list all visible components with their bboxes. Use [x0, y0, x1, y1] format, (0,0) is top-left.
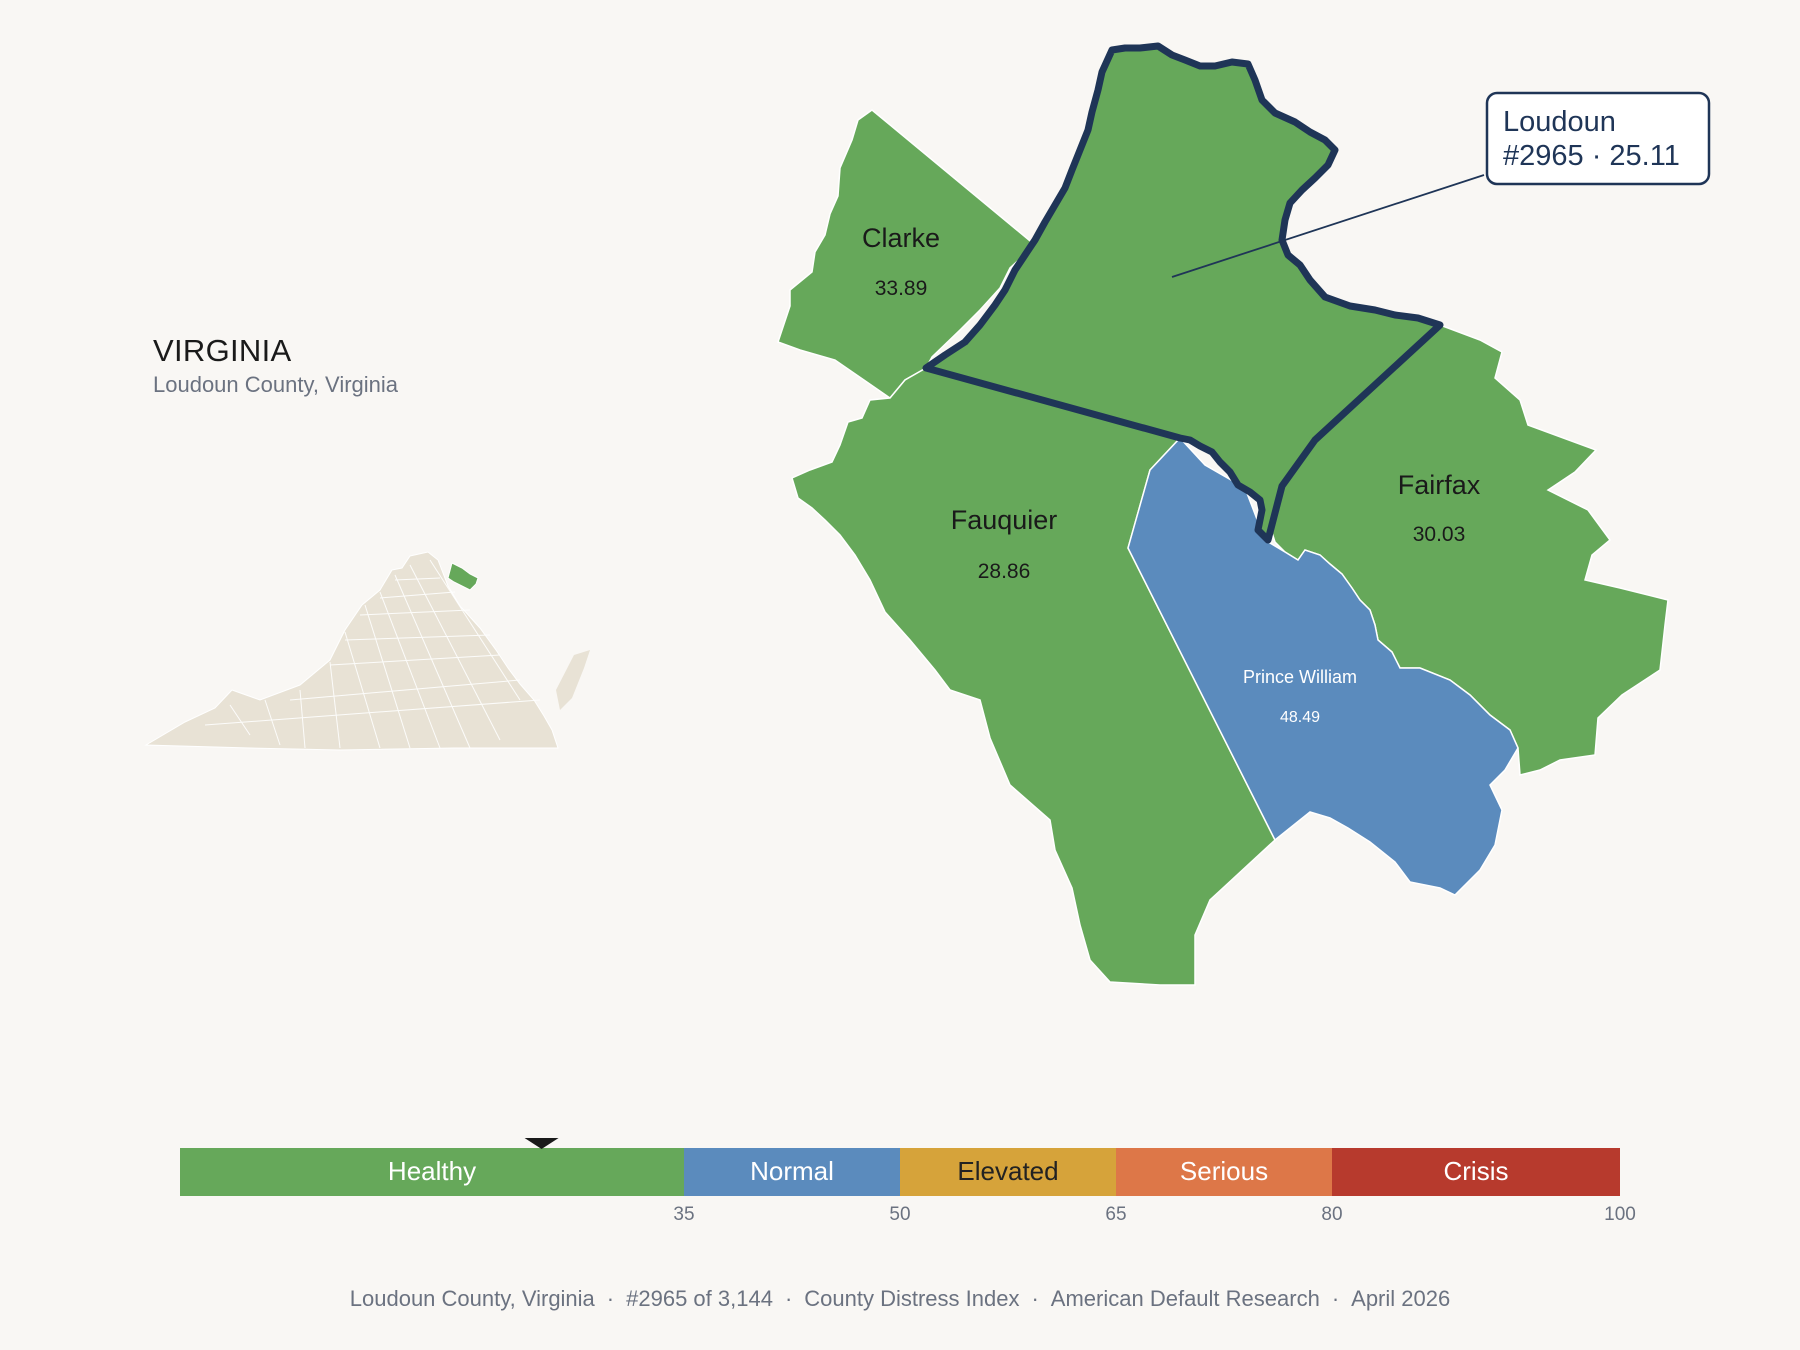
- footer-rank: #2965 of 3,144: [626, 1286, 773, 1311]
- legend-label-crisis: Crisis: [1444, 1156, 1509, 1186]
- callout-box: [1485, 91, 1711, 186]
- callout-rank-score: #2965 · 25.11: [1503, 140, 1680, 172]
- county-label-clarke: Clarke: [862, 223, 940, 253]
- county-value-fairfax: 30.03: [1413, 523, 1466, 546]
- footer-separator: ·: [784, 1286, 793, 1311]
- legend-label-normal: Normal: [750, 1156, 834, 1186]
- legend-segment-elevated: [900, 1148, 1116, 1196]
- footer-source: American Default Research: [1050, 1286, 1320, 1311]
- footer-separator: ·: [1331, 1286, 1340, 1311]
- legend-label-healthy: Healthy: [388, 1156, 476, 1186]
- state-locator-inset: [144, 551, 590, 751]
- legend-tick-label: 100: [1604, 1204, 1636, 1225]
- state-title: VIRGINIA: [153, 333, 292, 368]
- footer-separator: ·: [1031, 1286, 1039, 1311]
- legend-tick-label: 50: [889, 1204, 910, 1225]
- legend-tick-label: 80: [1321, 1204, 1342, 1225]
- county-fauquier: [791, 367, 1276, 986]
- footer: Loudoun County, Virginia · #2965 of 3,144 ·…: [0, 1286, 1800, 1312]
- legend-label-serious: Serious: [1180, 1156, 1268, 1186]
- eastern-shore-shape: [556, 650, 590, 710]
- callout-leader-line: [1171, 174, 1485, 278]
- legend-segment-healthy: [180, 1148, 684, 1196]
- county-label-fauquier: Fauquier: [951, 505, 1058, 535]
- county-label-fairfax: Fairfax: [1398, 470, 1481, 500]
- footer-separator: ·: [606, 1286, 615, 1311]
- legend-tick-label: 65: [1105, 1204, 1126, 1225]
- legend-segment-crisis: [1332, 1148, 1620, 1196]
- legend-tick-label: 35: [673, 1204, 694, 1225]
- county-label-prince-william: Prince William: [1243, 667, 1357, 687]
- legend-segment-serious: [1116, 1148, 1332, 1196]
- state-subtitle: Loudoun County, Virginia: [153, 372, 399, 397]
- footer-county: Loudoun County, Virginia: [349, 1286, 595, 1311]
- score-marker-icon: [524, 1138, 559, 1149]
- legend-label-elevated: Elevated: [957, 1156, 1058, 1186]
- legend-segment-normal: [684, 1148, 900, 1196]
- county-value-clarke: 33.89: [875, 277, 928, 300]
- county-prince-william: [1127, 436, 1519, 896]
- county-value-prince-william: 48.49: [1280, 709, 1320, 726]
- virginia-state-shape: [144, 551, 559, 751]
- distress-scale-legend: Healthy Normal Elevated Serious Crisis 35 50 65…: [180, 1138, 1636, 1225]
- callout-county-name: Loudoun: [1503, 106, 1616, 138]
- county-clarke: [777, 109, 1037, 400]
- county-value-fauquier: 28.86: [978, 560, 1031, 583]
- county-boundary-lines: [204, 559, 541, 749]
- county-loudoun: [922, 42, 1444, 544]
- footer-index-name: County Distress Index: [804, 1286, 1020, 1311]
- footer-date: April 2026: [1351, 1286, 1451, 1311]
- locator-highlight: [447, 562, 479, 591]
